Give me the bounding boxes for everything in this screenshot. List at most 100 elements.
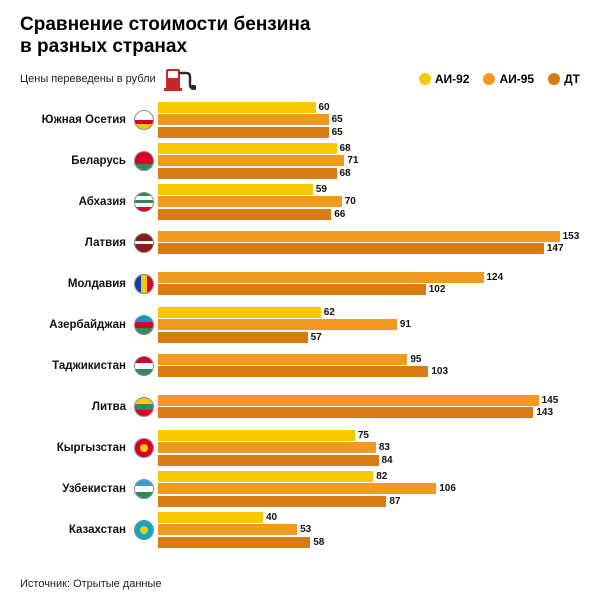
country-row: Латвия 153147 — [20, 223, 580, 263]
bar-ai95: 106 — [158, 483, 580, 495]
bar-value: 70 — [345, 196, 356, 207]
legend: АИ-92 АИ-95 ДТ — [419, 72, 580, 86]
bar-ai95: 71 — [158, 155, 580, 167]
bar — [158, 127, 329, 138]
flag-cell — [132, 479, 156, 499]
bar — [158, 196, 342, 207]
bar-value: 91 — [400, 319, 411, 330]
bar — [158, 143, 337, 154]
country-label: Литва — [20, 401, 132, 413]
bar — [158, 430, 355, 441]
legend-swatch — [483, 73, 495, 85]
bar-value: 57 — [311, 332, 322, 343]
country-row: Таджикистан 95103 — [20, 346, 580, 386]
bar-value: 60 — [319, 102, 330, 113]
legend-label: ДТ — [564, 72, 580, 86]
fuel-price-chart: Южная Осетия606565Беларусь687168Абхазия5… — [20, 100, 580, 550]
bars-cell: 95103 — [156, 353, 580, 379]
fuel-pump-icon — [164, 65, 198, 93]
bar-value: 147 — [547, 243, 564, 254]
bar-value: 65 — [332, 127, 343, 138]
bar-value: 83 — [379, 442, 390, 453]
bar-dt: 65 — [158, 126, 580, 138]
flag-icon — [134, 233, 154, 253]
legend-label: АИ-92 — [435, 72, 470, 86]
bar-dt: 84 — [158, 454, 580, 466]
bars-cell: 7583 84 — [156, 429, 580, 467]
bar-ai95: 83 — [158, 442, 580, 454]
country-row: Азербайджан 6291 57 — [20, 305, 580, 345]
bar — [158, 243, 544, 254]
country-row: Молдавия 124 102 — [20, 264, 580, 304]
country-row: Литва145143 — [20, 387, 580, 427]
legend-item-ai95: АИ-95 — [483, 72, 534, 86]
bar-ai92: 60 — [158, 101, 580, 113]
bar-value: 53 — [300, 524, 311, 535]
bars-cell: 8210687 — [156, 470, 580, 508]
bar-ai95: 153 — [158, 230, 580, 242]
country-label: Южная Осетия — [20, 114, 132, 126]
country-row: Беларусь687168 — [20, 141, 580, 181]
country-label: Кыргызстан — [20, 442, 132, 454]
bar — [158, 442, 376, 453]
flag-icon — [134, 110, 154, 130]
bar — [158, 319, 397, 330]
bar-ai95: 91 — [158, 319, 580, 331]
country-label: Таджикистан — [20, 360, 132, 372]
bar-ai92: 75 — [158, 429, 580, 441]
bar — [158, 354, 407, 365]
bar — [158, 407, 533, 418]
bar — [158, 395, 539, 406]
flag-cell — [132, 397, 156, 417]
flag-icon — [134, 151, 154, 171]
bar-value: 58 — [313, 537, 324, 548]
bar-ai92: 62 — [158, 306, 580, 318]
bars-cell: 606565 — [156, 101, 580, 139]
bar-dt: 103 — [158, 366, 580, 378]
bars-cell: 40 5358 — [156, 511, 580, 549]
bars-cell: 597066 — [156, 183, 580, 221]
bar-ai95: 145 — [158, 394, 580, 406]
bar-ai92: 82 — [158, 470, 580, 482]
bar — [158, 102, 316, 113]
bar — [158, 114, 329, 125]
flag-icon — [134, 274, 154, 294]
bar — [158, 184, 313, 195]
country-label: Молдавия — [20, 278, 132, 290]
country-label: Узбекистан — [20, 483, 132, 495]
bar — [158, 537, 310, 548]
flag-icon — [134, 315, 154, 335]
flag-icon — [134, 520, 154, 540]
bar-value: 84 — [382, 455, 393, 466]
bar-value: 68 — [340, 168, 351, 179]
bar-dt: 58 — [158, 536, 580, 548]
bar-ai92: 40 — [158, 511, 580, 523]
country-label: Азербайджан — [20, 319, 132, 331]
source-footer: Источник: Отрытые данные — [20, 578, 162, 590]
bar-value: 40 — [266, 512, 277, 523]
bar-value: 102 — [429, 284, 446, 295]
bar-ai95: 70 — [158, 196, 580, 208]
bar-ai95: 95 — [158, 353, 580, 365]
country-row: Абхазия597066 — [20, 182, 580, 222]
bar — [158, 284, 426, 295]
bar-value: 65 — [332, 114, 343, 125]
country-label: Латвия — [20, 237, 132, 249]
flag-icon — [134, 192, 154, 212]
subtitle: Цены переведены в рубли — [20, 73, 156, 85]
page-title: Сравнение стоимости бензина в разных стр… — [20, 14, 580, 58]
bar — [158, 483, 436, 494]
bar-value: 124 — [487, 272, 504, 283]
bar-dt: 147 — [158, 243, 580, 255]
flag-cell — [132, 438, 156, 458]
bar-value: 106 — [439, 483, 456, 494]
bar-value: 59 — [316, 184, 327, 195]
bars-cell: 124 102 — [156, 271, 580, 297]
bar-dt: 102 — [158, 284, 580, 296]
legend-item-dt: ДТ — [548, 72, 580, 86]
legend-swatch — [419, 73, 431, 85]
bar-ai95: 53 — [158, 524, 580, 536]
bar-value: 82 — [376, 471, 387, 482]
bar — [158, 366, 428, 377]
country-row: Казахстан405358 — [20, 510, 580, 550]
